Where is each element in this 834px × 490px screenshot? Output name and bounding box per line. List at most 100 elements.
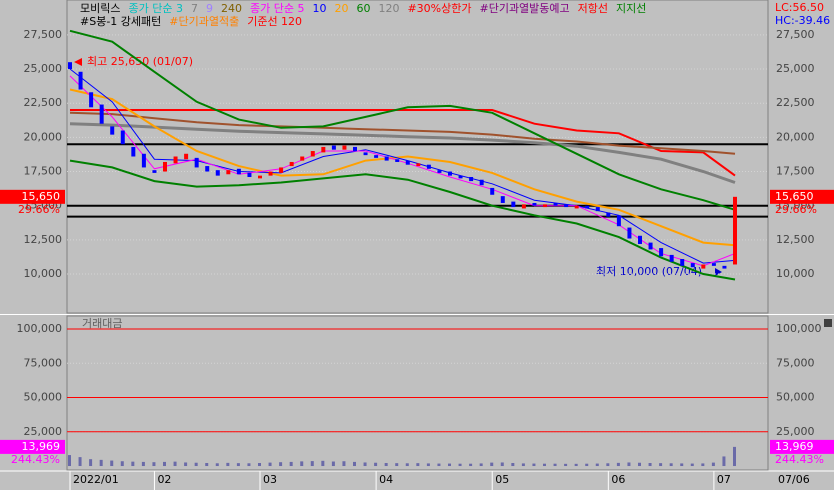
candle-body: [490, 187, 495, 195]
volume-bar: [711, 462, 715, 467]
volume-bar: [416, 463, 420, 467]
legend-entry: 7: [191, 2, 198, 15]
y2-tick-label: 12,500: [776, 233, 815, 246]
candle-body: [585, 205, 590, 209]
candle-body: [268, 171, 273, 176]
candle-body: [384, 156, 389, 161]
candle-body: [215, 170, 220, 176]
volume-bar: [194, 462, 198, 467]
volume-bar: [163, 461, 166, 467]
volume-bar: [215, 463, 219, 467]
last-price-label-right: 15,650: [775, 190, 814, 203]
candle-body: [711, 263, 716, 266]
legend-entry: #단기과열발동예고: [479, 2, 569, 15]
low-annotation: 최저 10,000 (07/04): [596, 265, 702, 278]
candle-body: [511, 201, 516, 208]
candle-body: [205, 166, 210, 172]
candle-body: [194, 157, 199, 168]
candle-body: [426, 164, 431, 169]
volume-bar: [500, 462, 504, 467]
volume-bar: [300, 461, 304, 467]
volume-bar: [321, 460, 325, 467]
volume-bar: [426, 463, 430, 467]
last-change-label-right: 29.66%: [775, 203, 817, 216]
candle-body: [236, 168, 241, 175]
candle-body: [89, 92, 94, 108]
volume-bar: [258, 463, 261, 467]
volume-bar: [184, 462, 188, 467]
y-tick-label: 10,000: [24, 267, 63, 280]
volume-change-label: 244.43%: [11, 453, 60, 466]
volume-bar: [268, 462, 272, 467]
volume-bar: [479, 463, 483, 467]
volume-title: 거래대금: [82, 317, 122, 330]
volume-bar: [574, 463, 578, 467]
volume-bar: [99, 459, 103, 467]
volume-bar: [405, 463, 409, 467]
volume-bar: [553, 463, 557, 467]
candle-body: [163, 161, 167, 172]
last-price-label: 15,650: [22, 190, 61, 203]
y-tick-label: 12,500: [24, 233, 63, 246]
x-tick-label: 2022/01: [73, 473, 119, 486]
candle-body: [353, 146, 357, 152]
candle-body: [131, 146, 136, 157]
candle-body: [574, 205, 579, 209]
volume-bar: [532, 463, 536, 467]
y2-tick-label: 17,500: [776, 165, 815, 178]
legend-row: 모비릭스 종가 단순 3 7 9 240 종가 단순 5 10 20 60 120 #30%상한가 #…: [80, 2, 646, 15]
y-tick-label: 25,000: [24, 62, 63, 75]
y2-tick-label: 20,000: [776, 130, 815, 143]
candle-body: [659, 248, 664, 257]
volume-bar: [437, 463, 441, 467]
volume-y2-tick-label: 75,000: [776, 356, 815, 369]
volume-bar: [363, 462, 367, 467]
volume-tick-label: 25,000: [24, 425, 63, 438]
volume-bar: [110, 460, 114, 467]
y-tick-label: 27,500: [24, 28, 63, 41]
volume-bar: [310, 461, 314, 467]
legend-entry: #단기과열적출: [169, 15, 239, 28]
volume-panel: [66, 315, 769, 471]
series-line: [69, 68, 736, 264]
volume-bar: [616, 462, 620, 467]
volume-bar: [205, 463, 209, 467]
candle-body: [141, 153, 146, 168]
volume-bar: [384, 463, 388, 467]
candle-body: [310, 151, 315, 157]
candle-body: [184, 153, 189, 160]
volume-bar: [374, 462, 378, 467]
last-date: 07/06: [778, 473, 810, 486]
legend-entry: 종가 단순 3: [128, 2, 182, 15]
candle-body: [680, 259, 685, 266]
last-volume-badge-right: [770, 439, 834, 454]
last-volume-label-right: 13,969: [775, 440, 814, 453]
volume-tick-label: 50,000: [24, 391, 63, 404]
candle-body: [733, 196, 737, 265]
candle-body: [416, 163, 421, 167]
candle-body: [595, 207, 600, 212]
y2-tick-label: 22,500: [776, 96, 815, 109]
legend-entry: 모비릭스: [80, 2, 120, 15]
close-box[interactable]: [824, 319, 832, 327]
volume-bar: [342, 461, 346, 467]
legend-row: #S봉-1 강세패턴 #단기과열적출 기준선 120: [80, 15, 302, 28]
last-volume-badge: [0, 439, 65, 454]
candle-body: [638, 235, 642, 244]
candle-body: [321, 146, 326, 153]
legend-entry: #S봉-1 강세패턴: [80, 15, 161, 28]
legend-entry: 20: [334, 2, 348, 15]
volume-bar: [543, 463, 546, 467]
y-tick-label: 20,000: [24, 130, 63, 143]
last-change-label: 29.66%: [18, 203, 60, 216]
volume-bar: [722, 456, 726, 467]
candle-body: [553, 202, 558, 206]
volume-tick-label: 75,000: [24, 356, 63, 369]
volume-bar: [458, 463, 462, 467]
legend-entry: 120: [378, 2, 399, 15]
x-tick-label: 06: [611, 473, 625, 486]
candle-body: [247, 172, 252, 178]
volume-bar: [173, 461, 177, 467]
volume-bar: [236, 463, 240, 467]
volume-bar: [395, 463, 399, 467]
